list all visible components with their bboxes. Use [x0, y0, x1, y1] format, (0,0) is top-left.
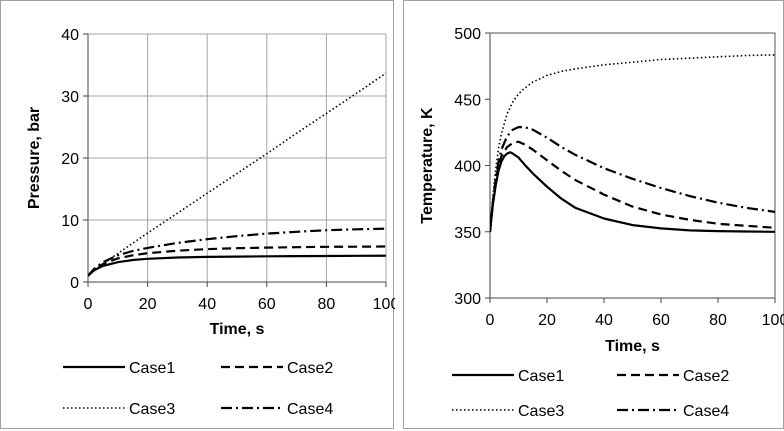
x-tick-label: 100	[762, 312, 784, 329]
x-tick-label: 80	[318, 296, 336, 313]
series-line-case3	[490, 54, 775, 232]
y-tick-label: 10	[61, 213, 79, 230]
series-line-case2	[88, 245, 386, 277]
series-line-case2	[490, 140, 775, 232]
pressure-chart: 0 20 40 60 80 100 0 10 20 30 40 Time, s Pressure, ba…	[26, 27, 395, 418]
x-tick-label: 60	[652, 312, 670, 329]
y-tick-label: 30	[61, 89, 79, 106]
series-line-case1	[490, 151, 775, 233]
legend-label-case3: Case3	[518, 403, 564, 420]
x-tick-label: 80	[709, 312, 727, 329]
y-axis-title: Temperature, K	[419, 107, 436, 224]
y-tick-label: 0	[70, 275, 79, 292]
legend-label-case2: Case2	[683, 368, 729, 385]
x-tick-label: 100	[373, 296, 395, 313]
y-axis-title: Pressure, bar	[26, 107, 43, 209]
x-tick-label: 20	[139, 296, 157, 313]
legend-label-case1: Case1	[518, 368, 564, 385]
series-line-case3	[88, 72, 386, 277]
series-line-case1	[88, 254, 386, 277]
x-tick-label: 0	[486, 312, 495, 329]
x-tick-label: 60	[258, 296, 276, 313]
legend-label-case2: Case2	[287, 360, 333, 377]
legend-label-case3: Case3	[129, 401, 175, 418]
legend-label-case1: Case1	[129, 360, 175, 377]
x-axis-title: Time, s	[210, 321, 265, 338]
temperature-chart: 0 20 40 60 80 100 300 350 400 450 500 Time, s Temper…	[419, 26, 784, 420]
x-tick-label: 40	[595, 312, 613, 329]
y-tick-label: 300	[454, 291, 481, 308]
x-tick-label: 0	[84, 296, 93, 313]
x-axis-title: Time, s	[605, 338, 660, 355]
legend-label-case4: Case4	[287, 401, 333, 418]
legend-label-case4: Case4	[683, 403, 729, 420]
y-tick-label: 500	[454, 26, 481, 43]
pressure-chart-panel: 0 20 40 60 80 100 0 10 20 30 40 Time, s Pressure, ba…	[0, 0, 395, 429]
x-tick-label: 40	[198, 296, 216, 313]
series-line-case4	[88, 227, 386, 277]
series-line-case4	[490, 125, 775, 232]
y-tick-label: 350	[454, 225, 481, 242]
temperature-chart-panel: 0 20 40 60 80 100 300 350 400 450 500 Time, s Temper…	[403, 0, 784, 429]
y-tick-label: 40	[61, 27, 79, 44]
y-tick-label: 20	[61, 151, 79, 168]
x-tick-label: 20	[538, 312, 556, 329]
plot-border	[489, 32, 776, 299]
y-tick-label: 450	[454, 92, 481, 109]
y-tick-label: 400	[454, 159, 481, 176]
